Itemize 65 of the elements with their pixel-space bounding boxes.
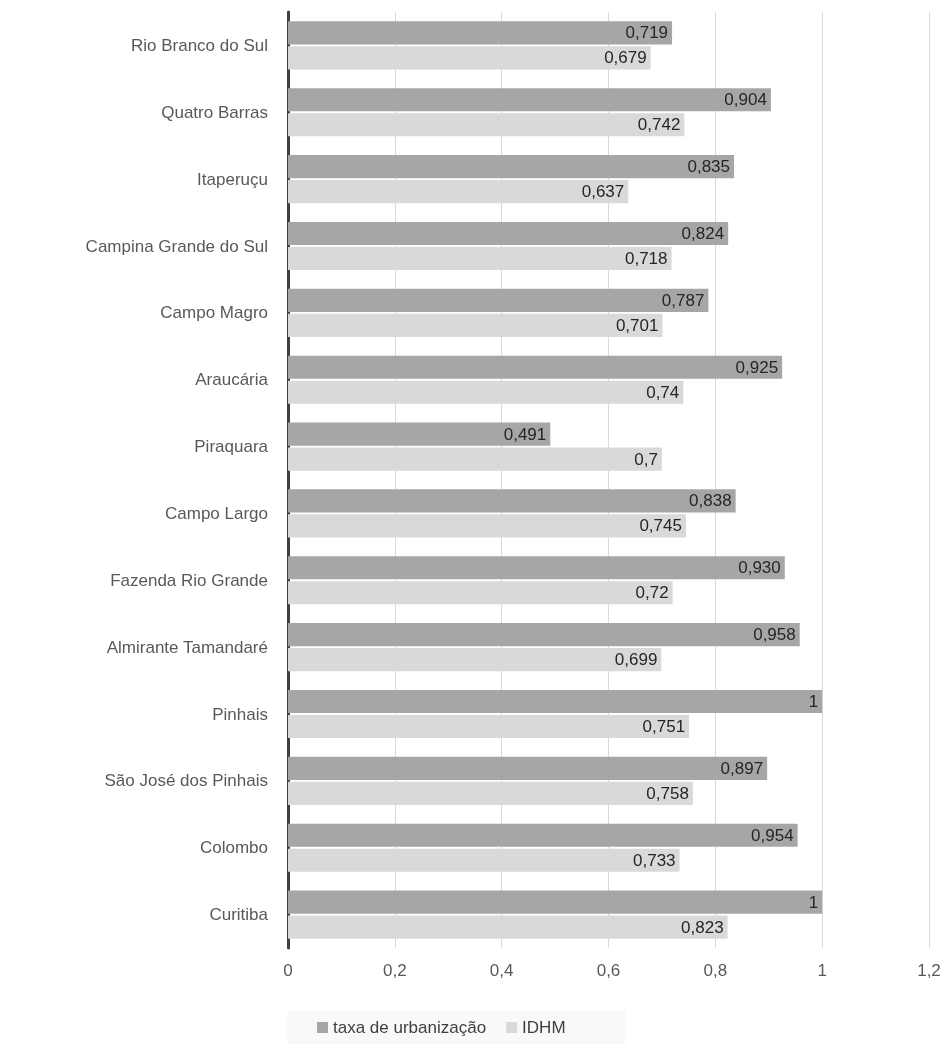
bar [288, 88, 771, 112]
y-tick-label: Campo Largo [164, 503, 268, 523]
data-label: 0,7 [634, 449, 658, 469]
y-tick-label: Campina Grande do Sul [85, 236, 268, 256]
bar [288, 756, 768, 780]
x-tick-label: 0,8 [703, 961, 728, 980]
data-label: 0,718 [624, 249, 668, 268]
data-label: 0,491 [503, 424, 547, 444]
bar [288, 288, 709, 312]
y-tick-label: Campo Magro [160, 303, 268, 323]
y-tick-label: Araucária [195, 370, 269, 390]
y-tick-label: Itaperuçu [197, 169, 268, 189]
data-label: 0,745 [639, 516, 682, 536]
y-tick-label: Fazenda Rio Grande [110, 570, 268, 590]
data-label: 0,74 [646, 382, 680, 402]
legend-label: taxa de urbanização [333, 1018, 487, 1037]
data-label: 0,925 [735, 357, 779, 377]
bar [288, 623, 800, 647]
data-label: 0,751 [642, 717, 686, 736]
bar [288, 489, 736, 513]
data-label: 0,954 [751, 825, 794, 845]
data-label: 0,958 [753, 625, 796, 645]
data-label: 0,824 [681, 224, 725, 243]
data-label: 1 [808, 892, 819, 912]
data-label: 0,838 [689, 491, 732, 511]
y-tick-label: Pinhais [212, 704, 268, 724]
bar [288, 823, 798, 847]
data-label: 0,742 [637, 115, 681, 135]
data-label: 0,758 [646, 783, 689, 803]
bar [288, 422, 551, 446]
x-tick-label: 0,2 [383, 961, 407, 980]
y-tick-label: Almirante Tamandaré [106, 637, 268, 657]
bar [288, 21, 673, 45]
y-tick-label: Quatro Barras [161, 102, 268, 122]
data-label: 0,679 [604, 48, 647, 68]
data-label: 0,835 [687, 157, 731, 177]
y-tick-label: Colombo [199, 838, 268, 858]
data-label: 0,701 [615, 315, 659, 335]
y-tick-label: Piraquara [194, 437, 269, 457]
y-tick-label: Curitiba [209, 905, 269, 925]
x-tick-label: 0,4 [489, 961, 514, 980]
data-label: 0,72 [635, 583, 669, 603]
bar [288, 221, 729, 246]
x-tick-label: 0 [283, 961, 293, 980]
data-label: 1 [808, 692, 819, 711]
data-label: 0,904 [724, 90, 767, 110]
bar [288, 355, 783, 379]
data-label: 0,719 [625, 23, 669, 43]
x-tick-label: 1,2 [917, 961, 941, 980]
bar [288, 556, 785, 580]
y-tick-label: São José dos Pinhais [104, 771, 268, 791]
bar [288, 890, 823, 914]
bar [288, 155, 735, 179]
data-label: 0,699 [614, 650, 658, 670]
data-label: 0,823 [681, 917, 724, 937]
y-tick-label: Rio Branco do Sul [130, 35, 268, 55]
x-tick-label: 1 [817, 961, 827, 980]
legend-label: IDHM [522, 1018, 566, 1037]
data-label: 0,930 [738, 558, 781, 578]
data-label: 0,637 [581, 182, 625, 202]
data-label: 0,787 [661, 290, 705, 310]
x-tick-label: 0,6 [596, 961, 621, 980]
data-label: 0,733 [633, 850, 676, 870]
data-label: 0,897 [720, 758, 764, 778]
bar [288, 689, 823, 714]
